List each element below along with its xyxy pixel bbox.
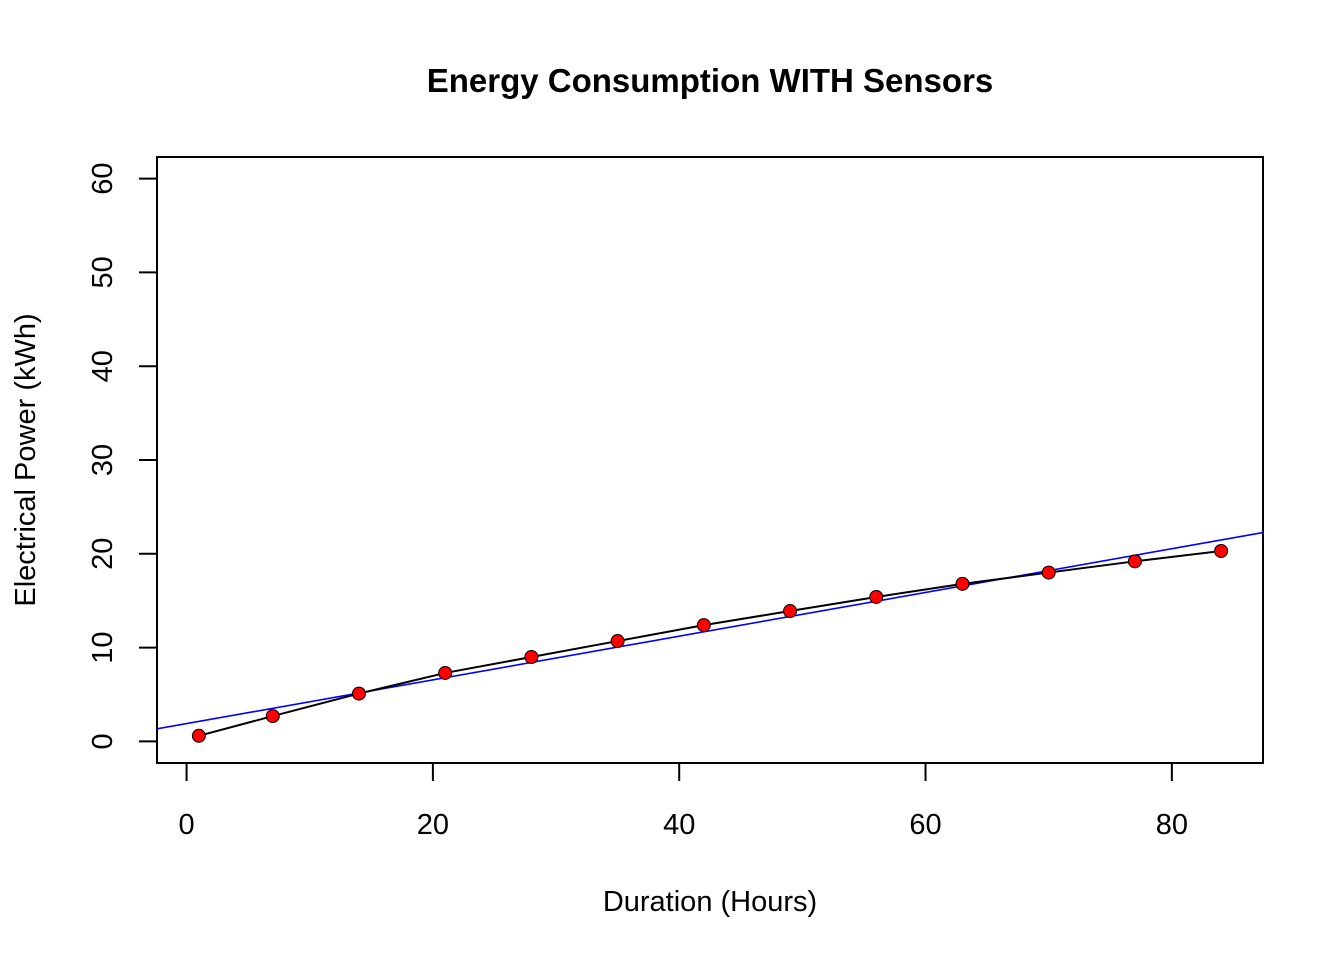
data-point bbox=[1041, 565, 1056, 580]
data-point bbox=[351, 686, 366, 701]
data-point bbox=[696, 618, 711, 633]
data-point bbox=[1214, 543, 1229, 558]
data-point bbox=[524, 649, 539, 664]
trend-line bbox=[157, 531, 1263, 730]
plot-area bbox=[156, 156, 1264, 764]
plot-content bbox=[157, 531, 1263, 743]
x-tick-label: 40 bbox=[663, 809, 695, 841]
y-axis: 0 10 20 30 40 50 60 bbox=[87, 162, 158, 749]
data-point bbox=[610, 634, 625, 649]
plot-frame bbox=[156, 156, 1264, 764]
data-point bbox=[438, 665, 453, 680]
data-point bbox=[783, 604, 798, 619]
x-tick-label: 60 bbox=[909, 809, 941, 841]
data-point bbox=[955, 576, 970, 591]
y-tick-label: 40 bbox=[87, 350, 119, 382]
y-tick-label: 30 bbox=[87, 444, 119, 476]
y-tick-label: 60 bbox=[87, 162, 119, 194]
x-axis-label: Duration (Hours) bbox=[603, 886, 817, 918]
series-line bbox=[198, 550, 1222, 737]
chart-title: Energy Consumption WITH Sensors bbox=[427, 62, 994, 99]
data-point bbox=[191, 728, 206, 743]
y-tick-label: 20 bbox=[87, 538, 119, 570]
y-tick-label: 10 bbox=[87, 631, 119, 663]
data-point bbox=[265, 709, 280, 724]
x-tick-label: 20 bbox=[417, 809, 449, 841]
y-tick-label: 0 bbox=[87, 733, 119, 749]
x-tick-label: 80 bbox=[1156, 809, 1188, 841]
y-axis-label: Electrical Power (kWh) bbox=[10, 313, 42, 606]
y-tick-label: 50 bbox=[87, 256, 119, 288]
x-tick-label: 0 bbox=[178, 809, 194, 841]
data-point bbox=[869, 589, 884, 604]
x-axis: 0 20 40 60 80 bbox=[178, 762, 1188, 841]
data-point bbox=[1127, 554, 1142, 569]
